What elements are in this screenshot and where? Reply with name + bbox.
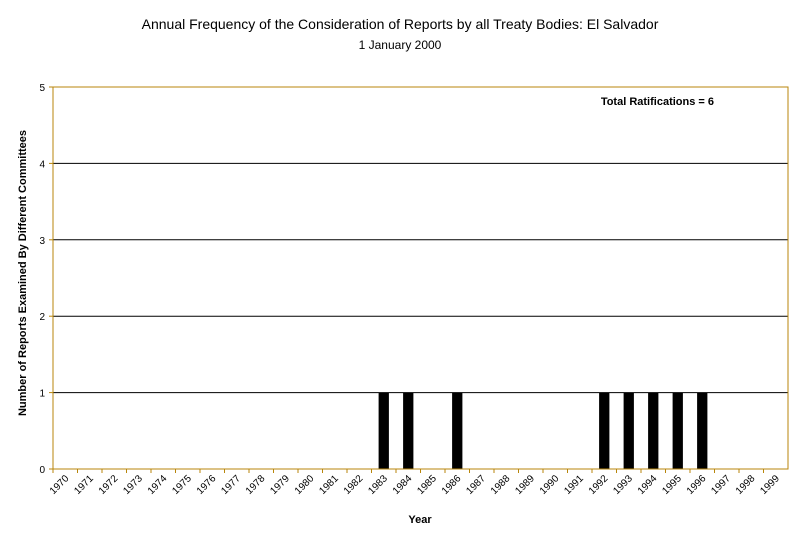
- x-tick-label-1985: 1985: [415, 473, 439, 497]
- x-tick-label-1974: 1974: [146, 473, 170, 497]
- chart-title: Annual Frequency of the Consideration of…: [141, 16, 659, 32]
- y-axis-label: Number of Reports Examined By Different …: [17, 130, 29, 416]
- bar-1993: [623, 392, 634, 469]
- x-tick-label-1980: 1980: [293, 473, 317, 497]
- x-axis-ticks: 1970 1971 1972 1973 1974 1975 1976 1977 1978 1979…: [48, 469, 782, 497]
- bar-1986: [452, 392, 463, 469]
- y-tick-label: 5: [39, 83, 45, 94]
- x-tick-label-1983: 1983: [366, 473, 390, 497]
- chart-subtitle: 1 January 2000: [358, 38, 442, 52]
- total-ratifications-annotation: Total Ratifications = 6: [601, 96, 714, 108]
- x-tick-label-1973: 1973: [121, 473, 145, 497]
- bar-1996: [697, 392, 708, 469]
- x-tick-label-1975: 1975: [170, 473, 194, 497]
- x-tick-label-1998: 1998: [734, 473, 758, 497]
- x-tick-label-1986: 1986: [440, 473, 464, 497]
- x-tick-label-1971: 1971: [72, 473, 96, 497]
- x-tick-label-1996: 1996: [685, 473, 709, 497]
- x-tick-label-1972: 1972: [97, 473, 121, 497]
- x-tick-label-1987: 1987: [464, 473, 488, 497]
- x-tick-label-1997: 1997: [709, 473, 733, 497]
- bar-1983: [378, 392, 389, 469]
- x-tick-label-1995: 1995: [660, 473, 684, 497]
- bar-1994: [648, 392, 659, 469]
- x-tick-label-1999: 1999: [758, 473, 782, 497]
- x-tick-label-1984: 1984: [391, 473, 415, 497]
- gridlines: [53, 162, 788, 394]
- y-axis-ticks: 0 1 2 3 4 5: [39, 83, 53, 476]
- bar-1992: [599, 392, 610, 469]
- y-tick-label: 2: [39, 312, 45, 323]
- x-tick-label-1982: 1982: [342, 473, 366, 497]
- x-tick-label-1979: 1979: [268, 473, 292, 497]
- x-tick-label-1988: 1988: [489, 473, 513, 497]
- x-tick-label-1976: 1976: [195, 473, 219, 497]
- y-tick-label: 4: [39, 159, 45, 170]
- bar-series: [378, 392, 708, 469]
- y-tick-label: 3: [39, 236, 45, 247]
- y-tick-label: 0: [39, 465, 45, 476]
- bar-1995: [672, 392, 683, 469]
- x-tick-label-1978: 1978: [244, 473, 268, 497]
- x-tick-label-1992: 1992: [587, 473, 611, 497]
- x-tick-label-1977: 1977: [219, 473, 243, 497]
- x-tick-label-1990: 1990: [538, 473, 562, 497]
- bar-1984: [403, 392, 414, 469]
- x-tick-label-1981: 1981: [317, 473, 341, 497]
- y-tick-label: 1: [39, 389, 45, 400]
- x-tick-label-1991: 1991: [562, 473, 586, 497]
- x-tick-label-1970: 1970: [48, 473, 72, 497]
- x-tick-label-1993: 1993: [611, 473, 635, 497]
- x-tick-label-1994: 1994: [636, 473, 660, 497]
- x-tick-label-1989: 1989: [513, 473, 537, 497]
- x-axis-label: Year: [408, 514, 432, 526]
